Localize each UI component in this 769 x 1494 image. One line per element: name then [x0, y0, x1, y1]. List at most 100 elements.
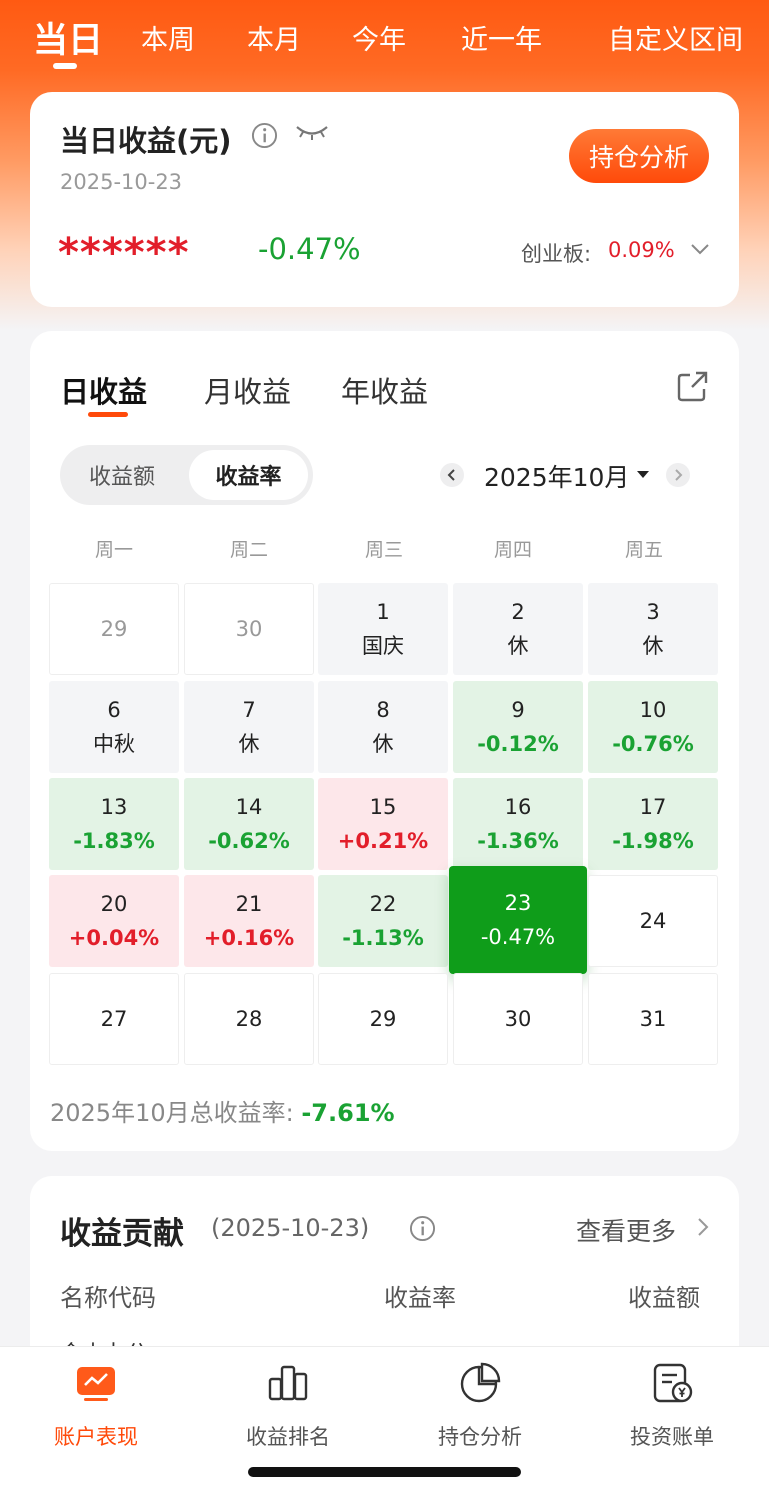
- share-icon[interactable]: [676, 369, 710, 403]
- day-number: 23: [504, 891, 532, 915]
- tab-yearly-returns[interactable]: 年收益: [341, 375, 429, 409]
- tab-today[interactable]: 当日: [33, 21, 104, 61]
- hide-amount-icon[interactable]: [295, 122, 329, 142]
- nav-label: 投资账单: [630, 1425, 714, 1449]
- month-total-return: 2025年10月总收益率: -7.61%: [50, 1093, 395, 1128]
- benchmark-label[interactable]: 创业板:: [521, 242, 592, 266]
- day-number: 13: [100, 795, 128, 819]
- calendar-day-cell[interactable]: 31: [588, 973, 718, 1065]
- bill-icon: [653, 1363, 693, 1403]
- day-number: 15: [369, 795, 397, 819]
- calendar-day-cell[interactable]: 13 -1.83%: [49, 778, 179, 870]
- view-more-link[interactable]: 查看更多: [576, 1217, 677, 1246]
- prev-month-button[interactable]: [440, 463, 464, 487]
- calendar-day-cell[interactable]: 23 -0.47%: [449, 866, 587, 974]
- day-value: -1.98%: [612, 829, 694, 853]
- calendar-day-cell[interactable]: 29: [318, 973, 448, 1065]
- nav-investment-bill[interactable]: 投资账单: [597, 1361, 747, 1451]
- day-number: 3: [646, 600, 660, 624]
- chevron-right-icon[interactable]: [697, 1217, 709, 1237]
- calendar-day-cell[interactable]: 14 -0.62%: [184, 778, 314, 870]
- calendar-day-cell[interactable]: 15 +0.21%: [318, 778, 448, 870]
- tab-custom-range[interactable]: 自定义区间: [608, 25, 743, 56]
- calendar-day-cell[interactable]: 1 国庆: [318, 583, 448, 675]
- calendar-day-cell[interactable]: 27: [49, 973, 179, 1065]
- calendar-day-cell[interactable]: 6 中秋: [49, 681, 179, 773]
- summary-title: 当日收益(元): [60, 124, 232, 158]
- day-number: 22: [369, 892, 397, 916]
- calendar-day-cell[interactable]: 24: [588, 875, 718, 967]
- col-header-amount: 收益额: [628, 1284, 700, 1312]
- day-value: 休: [372, 732, 394, 756]
- day-number: 10: [639, 698, 667, 722]
- day-number: 29: [100, 617, 128, 641]
- day-number: 30: [235, 617, 263, 641]
- summary-date: 2025-10-23: [60, 170, 183, 194]
- day-number: 6: [107, 698, 121, 722]
- returns-calendar-card: 日收益 月收益 年收益 收益额 收益率 2025年10月 周一 周二 周三 周四…: [30, 331, 739, 1151]
- nav-return-ranking[interactable]: 收益排名: [213, 1361, 363, 1451]
- sub-tab-indicator: [88, 412, 128, 417]
- pie-chart-icon: [460, 1362, 501, 1403]
- calendar-day-cell[interactable]: 10 -0.76%: [588, 681, 718, 773]
- chevron-left-icon: [447, 469, 455, 481]
- day-number: 30: [504, 1007, 532, 1031]
- day-number: 21: [235, 892, 263, 916]
- bar-chart-icon: [268, 1365, 308, 1401]
- month-total-label: 2025年10月总收益率:: [50, 1099, 294, 1127]
- weekday-fri: 周五: [624, 539, 663, 561]
- segment-amount[interactable]: 收益额: [88, 465, 155, 490]
- nav-account-performance[interactable]: 账户表现: [21, 1361, 171, 1451]
- calendar-day-cell[interactable]: 16 -1.36%: [453, 778, 583, 870]
- chevron-right-icon: [675, 469, 683, 481]
- nav-label: 持仓分析: [438, 1425, 522, 1449]
- tab-daily-returns[interactable]: 日收益: [60, 375, 148, 409]
- calendar-day-cell[interactable]: 21 +0.16%: [184, 875, 314, 967]
- calendar-day-cell[interactable]: 22 -1.13%: [318, 875, 448, 967]
- calendar-day-cell[interactable]: 29: [49, 583, 179, 675]
- info-icon[interactable]: [251, 122, 278, 149]
- day-number: 1: [376, 600, 390, 624]
- col-header-name: 名称代码: [60, 1284, 156, 1312]
- month-selector[interactable]: 2025年10月: [484, 463, 630, 492]
- daily-return-pct: -0.47%: [258, 232, 361, 266]
- day-number: 7: [242, 698, 256, 722]
- active-tab-indicator: [53, 63, 77, 69]
- day-number: 27: [100, 1007, 128, 1031]
- day-number: 16: [504, 795, 532, 819]
- info-icon[interactable]: [409, 1215, 436, 1242]
- calendar-day-cell[interactable]: 9 -0.12%: [453, 681, 583, 773]
- day-value: -0.47%: [480, 925, 556, 949]
- next-month-button[interactable]: [666, 463, 690, 487]
- calendar-day-cell[interactable]: 17 -1.98%: [588, 778, 718, 870]
- tab-last-year[interactable]: 近一年: [461, 25, 542, 56]
- benchmark-value[interactable]: 0.09%: [608, 238, 675, 262]
- calendar-day-cell[interactable]: 30: [453, 973, 583, 1065]
- tab-this-month[interactable]: 本月: [247, 25, 301, 56]
- day-value: -1.36%: [477, 829, 559, 853]
- day-value: +0.16%: [203, 926, 295, 950]
- month-total-value: -7.61%: [301, 1099, 395, 1127]
- daily-summary-card: 当日收益(元) 2025-10-23 ****** -0.47% 持仓分析 创业…: [30, 92, 739, 307]
- weekday-tue: 周二: [229, 539, 268, 561]
- tab-this-year[interactable]: 今年: [352, 25, 406, 56]
- segment-rate[interactable]: 收益率: [189, 450, 308, 500]
- chevron-down-icon[interactable]: [690, 242, 710, 256]
- caret-down-icon[interactable]: [636, 470, 650, 480]
- masked-profit-amount: ******: [58, 230, 190, 276]
- nav-holdings-analysis[interactable]: 持仓分析: [405, 1361, 555, 1451]
- day-number: 14: [235, 795, 263, 819]
- tab-this-week[interactable]: 本周: [141, 25, 195, 56]
- tab-monthly-returns[interactable]: 月收益: [204, 375, 292, 409]
- calendar-day-cell[interactable]: 20 +0.04%: [49, 875, 179, 967]
- contribution-title: 收益贡献: [60, 1216, 184, 1252]
- calendar-day-cell[interactable]: 28: [184, 973, 314, 1065]
- day-number: 2: [511, 600, 525, 624]
- weekday-wed: 周三: [364, 539, 403, 561]
- calendar-day-cell[interactable]: 30: [184, 583, 314, 675]
- holdings-analysis-button[interactable]: 持仓分析: [569, 129, 709, 183]
